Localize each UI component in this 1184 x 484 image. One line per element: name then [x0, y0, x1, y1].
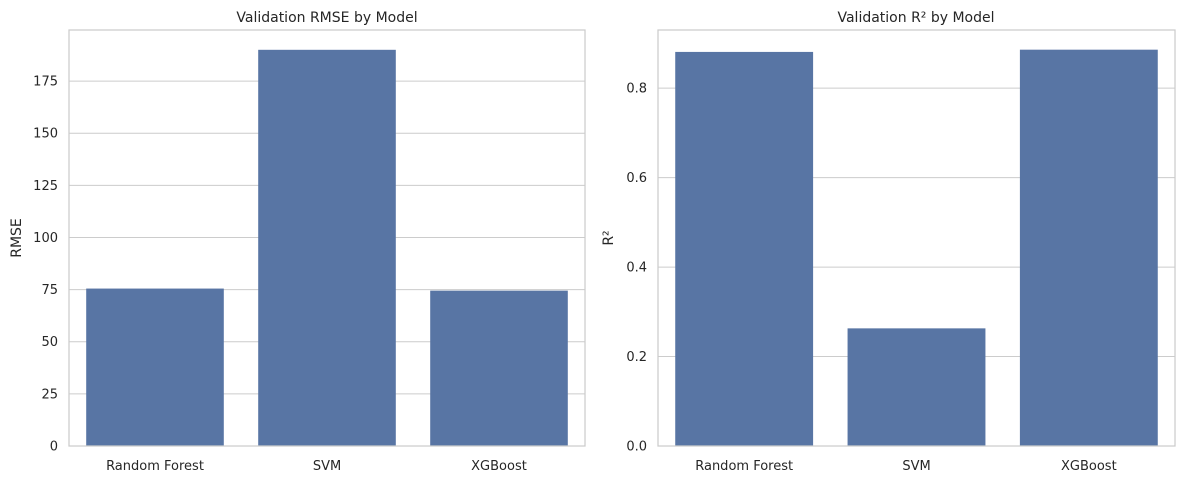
- r2-y-axis-label: R²: [601, 230, 617, 245]
- rmse-y-tick-label: 100: [33, 231, 58, 246]
- rmse-y-tick-label: 0: [50, 440, 58, 455]
- rmse-y-tick-label: 75: [41, 283, 58, 298]
- r2-chart-title: Validation R² by Model: [837, 10, 994, 26]
- rmse-x-tick-label: SVM: [313, 459, 341, 474]
- rmse-chart-panel: Validation RMSE by Model RMSE 0 25 50 75 100…: [9, 10, 586, 474]
- r2-y-tick-label: 0.6: [626, 171, 647, 186]
- rmse-bar: [430, 290, 568, 446]
- r2-x-tick-label: SVM: [902, 459, 930, 474]
- rmse-y-tick-label: 50: [41, 335, 58, 350]
- rmse-y-axis-label: RMSE: [9, 218, 25, 258]
- rmse-x-tick-label: Random Forest: [106, 459, 204, 474]
- rmse-chart-title: Validation RMSE by Model: [236, 10, 417, 26]
- rmse-y-tick-label: 175: [33, 75, 58, 90]
- rmse-y-tick-label: 125: [33, 179, 58, 194]
- r2-y-tick-label: 0.2: [626, 350, 647, 365]
- rmse-bar: [258, 49, 396, 447]
- r2-bar: [675, 51, 814, 447]
- r2-x-tick-label: Random Forest: [695, 459, 793, 474]
- r2-y-tick-label: 0.0: [626, 440, 647, 455]
- r2-bar: [847, 328, 986, 446]
- rmse-axes-frame: [68, 29, 586, 447]
- rmse-y-tick-label: 25: [41, 387, 58, 402]
- r2-y-tick-label: 0.4: [626, 261, 647, 276]
- r2-x-tick-label: XGBoost: [1061, 459, 1117, 474]
- r2-chart-panel: Validation R² by Model R² 0.0 0.2 0.4 0.6 0.…: [601, 10, 1176, 474]
- r2-y-tick-label: 0.8: [626, 82, 647, 97]
- rmse-y-tick-label: 150: [33, 127, 58, 142]
- rmse-bar: [86, 288, 224, 446]
- r2-axes-frame: [657, 29, 1176, 447]
- r2-bar: [1019, 49, 1158, 446]
- rmse-x-tick-label: XGBoost: [471, 459, 527, 474]
